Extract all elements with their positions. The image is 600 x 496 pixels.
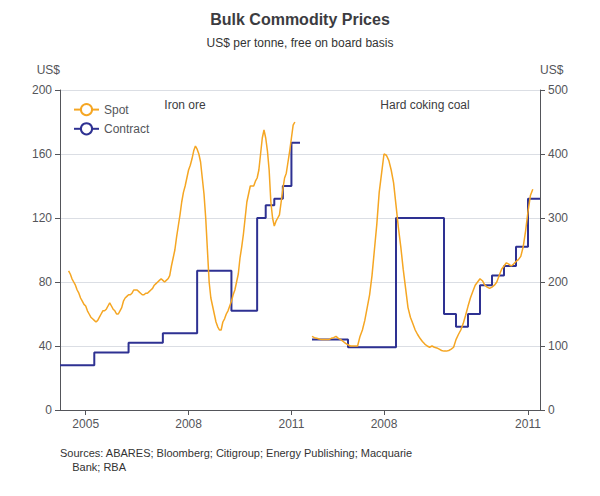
svg-text:80: 80 [39,275,53,289]
svg-text:2005: 2005 [72,417,99,431]
svg-text:120: 120 [32,211,52,225]
svg-text:US$: US$ [540,63,564,77]
svg-text:2008: 2008 [175,417,202,431]
svg-text:2011: 2011 [515,417,541,431]
svg-text:40: 40 [39,339,53,353]
svg-text:200: 200 [32,83,52,97]
svg-text:Hard coking coal: Hard coking coal [380,98,469,112]
svg-text:100: 100 [548,339,568,353]
svg-text:0: 0 [548,403,555,417]
svg-text:400: 400 [548,147,568,161]
svg-text:Sources: ABARES; Bloomberg; Ci: Sources: ABARES; Bloomberg; Citigroup; E… [60,447,412,459]
svg-text:US$: US$ [37,63,61,77]
svg-text:Spot: Spot [104,103,129,117]
svg-text:300: 300 [548,211,568,225]
svg-text:160: 160 [32,147,52,161]
svg-text:500: 500 [548,83,568,97]
svg-text:0: 0 [45,403,52,417]
svg-text:Contract: Contract [104,122,150,136]
svg-text:2008: 2008 [371,417,398,431]
svg-text:Bulk Commodity Prices: Bulk Commodity Prices [210,11,390,28]
svg-text:US$ per tonne, free on board b: US$ per tonne, free on board basis [207,36,394,50]
svg-text:Iron ore: Iron ore [164,98,206,112]
svg-text:200: 200 [548,275,568,289]
svg-text:Bank; RBA: Bank; RBA [60,461,127,473]
svg-text:2011: 2011 [279,417,305,431]
